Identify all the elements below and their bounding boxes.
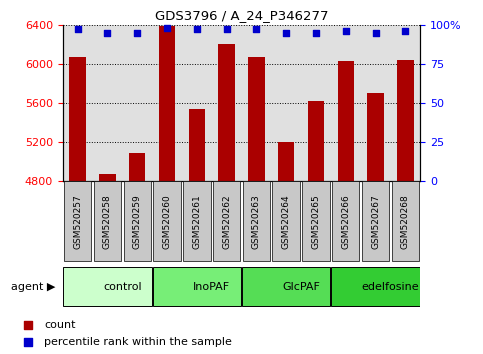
Bar — [248, 57, 265, 181]
Text: agent ▶: agent ▶ — [11, 282, 55, 292]
Bar — [153, 181, 181, 261]
Bar — [397, 60, 413, 181]
Point — [312, 30, 320, 35]
Point — [133, 30, 141, 35]
Text: GSM520259: GSM520259 — [133, 194, 142, 249]
Bar — [242, 181, 270, 261]
Bar — [153, 267, 241, 306]
Text: GSM520264: GSM520264 — [282, 194, 291, 249]
Bar — [213, 181, 241, 261]
Point — [104, 30, 112, 35]
Title: GDS3796 / A_24_P346277: GDS3796 / A_24_P346277 — [155, 9, 328, 22]
Text: edelfosine: edelfosine — [362, 282, 419, 292]
Bar — [124, 181, 151, 261]
Text: GSM520262: GSM520262 — [222, 194, 231, 249]
Text: GSM520268: GSM520268 — [401, 194, 410, 249]
Point — [193, 27, 201, 32]
Point — [342, 28, 350, 34]
Text: InoPAF: InoPAF — [193, 282, 230, 292]
Bar — [64, 181, 91, 261]
Bar — [159, 26, 175, 181]
Point — [406, 250, 414, 255]
Bar — [218, 44, 235, 181]
Bar — [183, 181, 211, 261]
Text: GSM520266: GSM520266 — [341, 194, 350, 249]
Point — [223, 27, 230, 32]
Bar — [129, 153, 145, 181]
Bar — [242, 267, 330, 306]
Bar — [368, 93, 384, 181]
Bar — [332, 181, 359, 261]
Bar — [99, 174, 115, 181]
Point — [401, 28, 409, 34]
Text: control: control — [103, 282, 142, 292]
Point — [406, 98, 414, 104]
Bar — [302, 181, 330, 261]
Bar — [189, 108, 205, 181]
Point — [282, 30, 290, 35]
Point — [253, 27, 260, 32]
Bar — [331, 267, 420, 306]
Bar — [278, 142, 294, 181]
Bar — [70, 57, 86, 181]
Text: GSM520258: GSM520258 — [103, 194, 112, 249]
Bar — [392, 181, 419, 261]
Text: GSM520261: GSM520261 — [192, 194, 201, 249]
Bar — [94, 181, 121, 261]
Text: percentile rank within the sample: percentile rank within the sample — [44, 337, 232, 347]
Bar — [362, 181, 389, 261]
Point — [163, 25, 171, 31]
Bar — [63, 267, 152, 306]
Text: count: count — [44, 320, 76, 330]
Bar — [272, 181, 300, 261]
Point — [74, 27, 82, 32]
Text: GSM520265: GSM520265 — [312, 194, 320, 249]
Bar — [338, 61, 354, 181]
Point — [372, 30, 380, 35]
Text: GSM520257: GSM520257 — [73, 194, 82, 249]
Text: GSM520260: GSM520260 — [163, 194, 171, 249]
Text: GSM520263: GSM520263 — [252, 194, 261, 249]
Text: GlcPAF: GlcPAF — [282, 282, 320, 292]
Bar — [308, 101, 324, 181]
Text: GSM520267: GSM520267 — [371, 194, 380, 249]
